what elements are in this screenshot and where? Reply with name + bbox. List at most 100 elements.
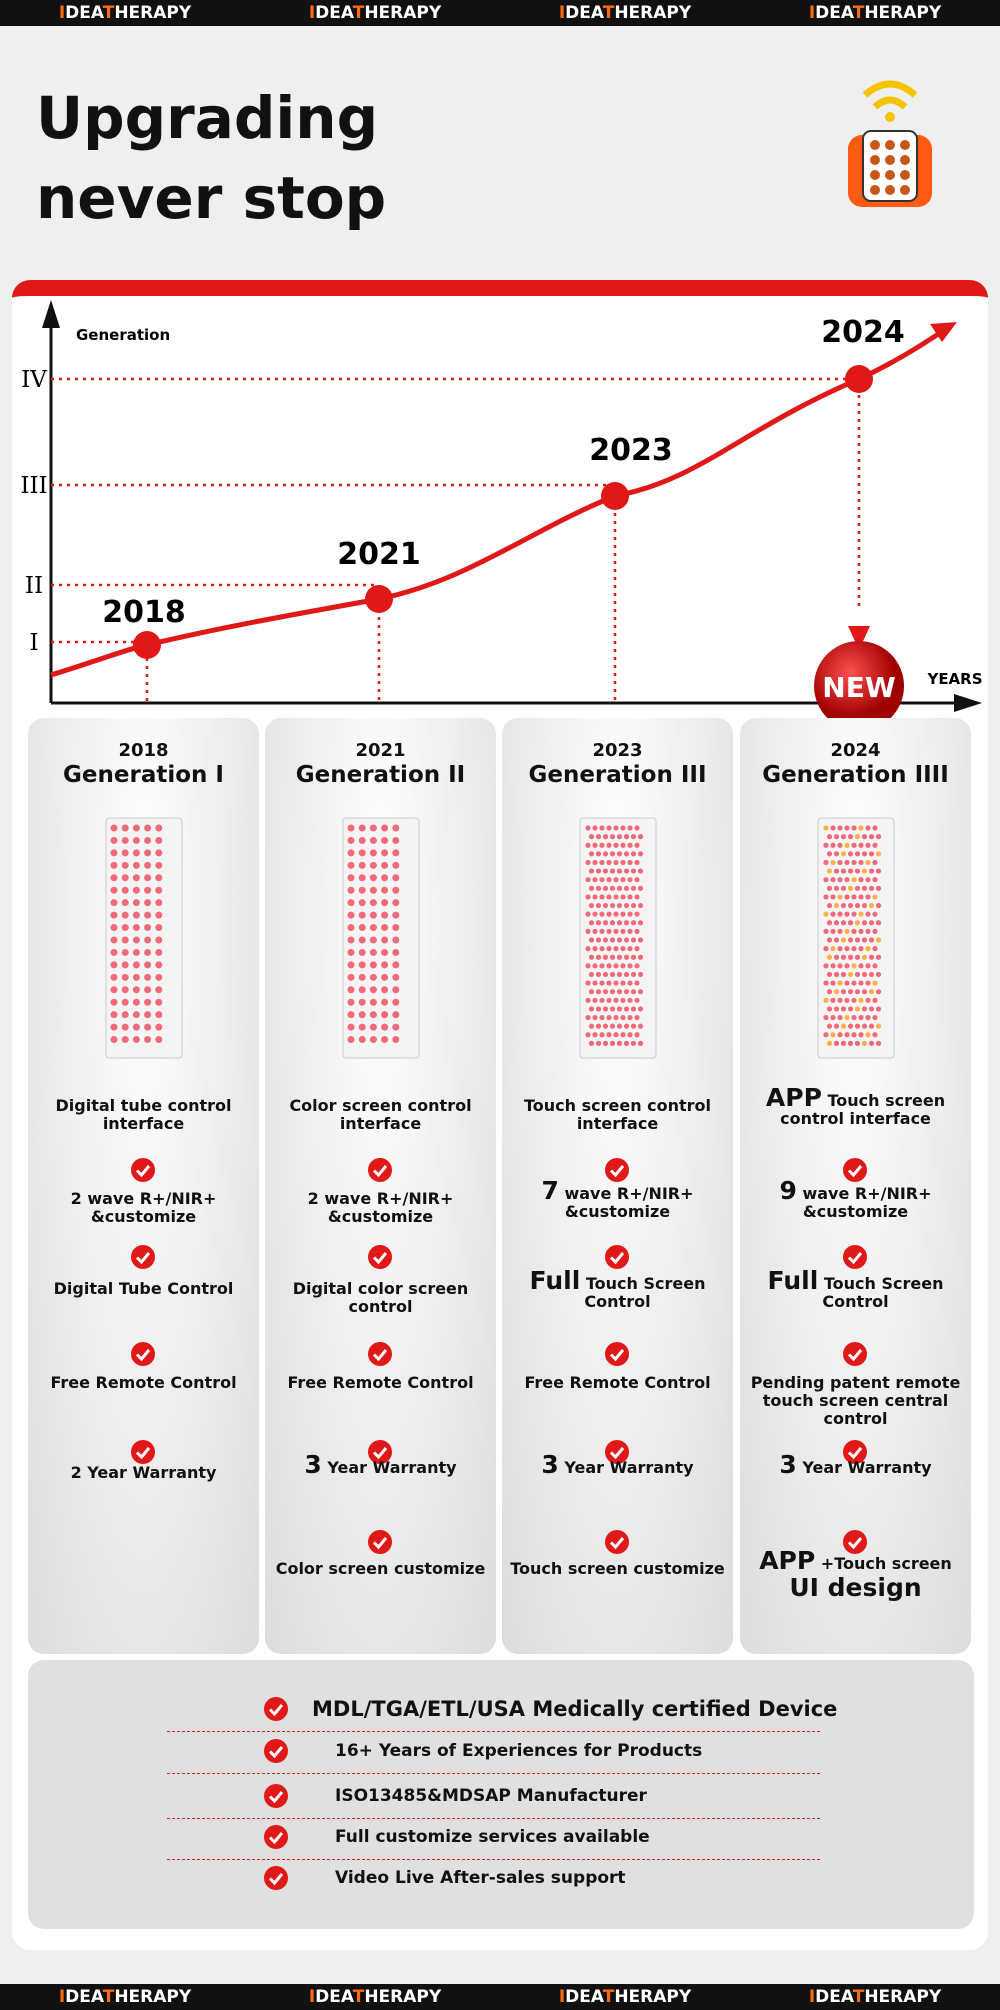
led	[392, 973, 400, 981]
led	[875, 868, 882, 874]
led	[381, 836, 389, 844]
feature: Digital Tube Control	[53, 1279, 234, 1298]
led	[144, 998, 152, 1006]
led	[110, 836, 118, 844]
led	[826, 1006, 833, 1012]
check-tick	[268, 1832, 284, 1845]
check-tick	[609, 1252, 625, 1265]
led	[630, 868, 637, 874]
led	[826, 920, 833, 926]
led	[358, 998, 366, 1006]
led	[585, 877, 591, 883]
column-name: Generation I	[63, 762, 224, 788]
brand-part: DEA	[315, 1987, 353, 2007]
led	[110, 936, 118, 944]
led	[155, 886, 163, 894]
led	[634, 1032, 640, 1038]
led	[847, 937, 854, 943]
led	[110, 886, 118, 894]
led	[588, 954, 595, 960]
title-line: Upgrading	[36, 84, 379, 152]
check-icon	[131, 1342, 155, 1366]
led	[132, 924, 140, 932]
led	[121, 986, 129, 994]
check-tick	[847, 1349, 863, 1362]
led	[144, 836, 152, 844]
led	[592, 894, 598, 900]
led	[823, 877, 829, 883]
led	[840, 885, 847, 891]
led	[144, 924, 152, 932]
led	[609, 902, 616, 909]
led	[623, 851, 630, 857]
led	[613, 946, 619, 952]
led	[637, 937, 644, 943]
led	[840, 937, 847, 943]
led	[595, 989, 602, 995]
led	[592, 1014, 598, 1021]
column-year: 2021	[355, 740, 406, 761]
check-circle	[843, 1245, 867, 1269]
led	[144, 911, 152, 919]
led	[837, 877, 843, 883]
led	[121, 911, 129, 919]
divider	[167, 1731, 820, 1732]
led	[392, 998, 400, 1006]
led	[823, 911, 829, 917]
led	[868, 902, 875, 909]
led	[121, 874, 129, 882]
led	[392, 899, 400, 907]
led	[833, 885, 840, 891]
y-tick-label: III	[20, 473, 47, 499]
led	[606, 842, 612, 848]
led	[347, 849, 355, 857]
led	[823, 825, 829, 831]
feature-lead: APP	[759, 1546, 816, 1575]
led	[858, 1032, 864, 1038]
led	[875, 971, 882, 978]
led	[616, 1040, 623, 1046]
led	[837, 980, 843, 986]
led	[833, 937, 840, 943]
led	[585, 946, 591, 952]
led	[616, 920, 623, 926]
led	[599, 980, 605, 986]
led	[595, 885, 602, 891]
led	[392, 824, 400, 832]
led	[627, 946, 633, 952]
led	[844, 825, 850, 831]
panel-body	[105, 817, 183, 1059]
brand-part: DEA	[65, 3, 103, 23]
led	[627, 825, 633, 831]
led	[637, 971, 644, 978]
led	[599, 1032, 605, 1038]
led	[592, 997, 598, 1003]
led	[369, 1023, 377, 1031]
product-image	[817, 817, 895, 1059]
led	[592, 1032, 598, 1038]
brand-part: HERAPY	[864, 3, 942, 23]
led	[847, 971, 854, 978]
led	[602, 834, 609, 840]
led	[381, 899, 389, 907]
led	[623, 1023, 630, 1029]
led	[861, 851, 868, 857]
led	[826, 834, 833, 840]
led	[840, 834, 847, 840]
led	[358, 986, 366, 994]
led	[623, 954, 630, 960]
led	[826, 851, 833, 857]
led	[623, 834, 630, 840]
led	[144, 886, 152, 894]
led	[865, 877, 871, 883]
led	[144, 948, 152, 956]
led	[588, 1006, 595, 1012]
feature-lead: 3	[779, 1450, 797, 1479]
led	[868, 971, 875, 978]
led	[623, 1006, 630, 1012]
check-tick	[847, 1537, 863, 1550]
led	[872, 911, 878, 917]
led	[606, 859, 612, 866]
led	[392, 911, 400, 919]
led	[627, 842, 633, 848]
